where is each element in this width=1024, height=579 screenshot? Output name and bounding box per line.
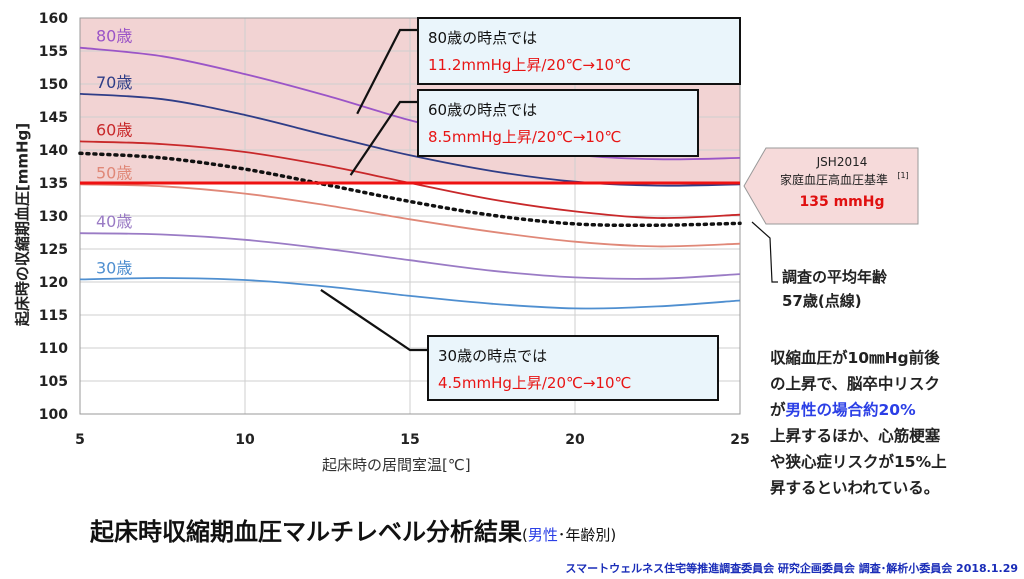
callout-leader: [356, 28, 418, 115]
y-tick-label: 150: [39, 77, 68, 93]
callout-leader: [320, 289, 428, 352]
series-label: 80歳: [96, 27, 132, 46]
series-label: 60歳: [96, 120, 132, 139]
y-tick-label: 130: [39, 209, 68, 225]
jsh-name: JSH2014: [816, 155, 868, 169]
x-tick-label: 25: [730, 432, 749, 448]
avg-age-note-line-2: 57歳(点線): [782, 292, 862, 310]
jsh-reference: [1]: [897, 171, 908, 180]
y-tick-label: 160: [39, 11, 68, 27]
series-label: 40歳: [96, 212, 132, 231]
chart-subtitle: (男性･年齢別): [522, 526, 617, 544]
series-line: [79, 183, 741, 248]
callout-title: 80歳の時点では: [428, 29, 537, 47]
x-axis-label: 起床時の居間室温[℃]: [322, 456, 471, 474]
callout-box: [427, 335, 719, 401]
series-label: 30歳: [96, 258, 132, 277]
series-line: [79, 46, 741, 161]
y-axis-label: 起床時の収縮期血圧[mmHg]: [13, 122, 32, 327]
side-note-line-3-prefix: が: [770, 401, 786, 419]
side-note-line-2: の上昇で、脳卒中リスク: [770, 375, 940, 393]
side-note-highlight: 男性の場合約20%: [785, 401, 916, 419]
jsh-value: 135 mmHg: [799, 194, 884, 210]
callout-box: [417, 89, 699, 157]
y-tick-label: 125: [39, 242, 68, 258]
y-tick-label: 140: [39, 143, 68, 159]
avg-age-note-line-1: 調査の平均年齢: [782, 268, 888, 286]
side-note-line-5: や狭心症リスクが15%上: [770, 453, 947, 471]
chart-title: 起床時収縮期血圧マルチレベル分析結果(男性･年齢別): [90, 512, 616, 547]
side-note-line-6: 昇するといわれている。: [770, 479, 940, 497]
series-label: 50歳: [96, 163, 132, 182]
y-tick-label: 145: [39, 110, 68, 126]
x-tick-label: 15: [400, 432, 419, 448]
x-tick-label: 10: [235, 432, 255, 448]
series-line: [79, 93, 741, 187]
y-tick-label: 105: [39, 374, 68, 390]
jsh-badge: [743, 147, 919, 225]
callout-box: [417, 17, 741, 85]
y-tick-label: 155: [39, 44, 68, 60]
callout-leader: [349, 100, 418, 176]
plot-frame: [79, 17, 741, 415]
callout-title: 30歳の時点では: [438, 347, 547, 365]
y-tick-label: 120: [39, 275, 68, 291]
y-tick-label: 115: [39, 308, 68, 324]
series-line-average-age: [78, 151, 742, 228]
callout-title: 60歳の時点では: [428, 101, 537, 119]
credit-line: スマートウェルネス住宅等推進調査委員会 研究企画委員会 調査･解析小委員会 20…: [565, 562, 1018, 575]
chart-title-main: 起床時収縮期血圧マルチレベル分析結果: [90, 518, 522, 546]
series-label: 70歳: [96, 73, 132, 92]
series-line: [79, 277, 741, 310]
callout-value: 11.2mmHg上昇/20℃→10℃: [428, 56, 631, 74]
jsh-criterion: 家庭血圧高血圧基準: [780, 172, 888, 187]
side-note-line-3: が男性の場合約20%: [770, 398, 916, 422]
y-tick-label: 100: [39, 407, 68, 423]
series-line: [79, 232, 741, 280]
avg-age-pointer: [751, 221, 778, 283]
callout-value: 4.5mmHg上昇/20℃→10℃: [438, 374, 631, 392]
y-tick-label: 135: [39, 176, 68, 192]
side-note-line-4: 上昇するほか、心筋梗塞: [770, 427, 941, 445]
side-note-line-1: 収縮血圧が10㎜Hg前後: [770, 349, 940, 367]
callout-value: 8.5mmHg上昇/20℃→10℃: [428, 128, 621, 146]
x-tick-label: 5: [75, 432, 85, 448]
y-tick-label: 110: [39, 341, 68, 357]
x-tick-label: 20: [565, 432, 585, 448]
